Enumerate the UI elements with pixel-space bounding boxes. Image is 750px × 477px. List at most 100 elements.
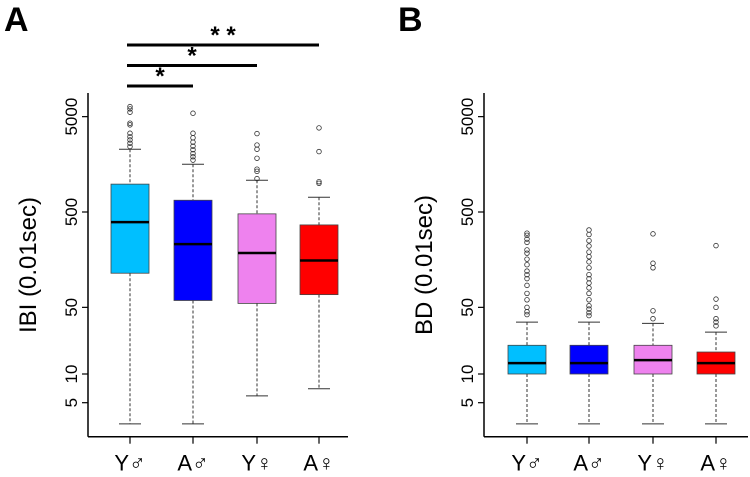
outlier-point xyxy=(650,308,656,314)
outlier-point xyxy=(254,155,260,161)
outlier-point xyxy=(190,143,196,149)
outlier-point xyxy=(127,134,133,140)
outlier-point xyxy=(316,178,322,185)
outlier-point xyxy=(713,296,719,302)
y-tick-label: 10 xyxy=(62,365,81,384)
outlier-point xyxy=(524,304,530,311)
outlier-point xyxy=(524,232,530,238)
outlier-point xyxy=(524,309,530,315)
outlier-point xyxy=(586,227,592,233)
box xyxy=(237,213,277,304)
outlier-point xyxy=(127,109,133,115)
outlier-point xyxy=(650,316,656,322)
outlier-point xyxy=(127,140,133,146)
outlier-point xyxy=(254,166,260,172)
x-tick-label: Y♀ xyxy=(241,451,272,476)
panel-a: A IBI (0.01sec) 5 10 50 500 5000 Y♂ A♂ Y♀ A♀ * * *… xyxy=(4,1,348,476)
outlier-point xyxy=(127,120,133,126)
outlier-point xyxy=(713,316,719,322)
outlier-point xyxy=(524,271,530,278)
outlier-point xyxy=(650,231,656,237)
outlier-point xyxy=(127,137,133,143)
outlier-point xyxy=(190,110,196,116)
outlier-point xyxy=(586,312,592,319)
outlier-point xyxy=(254,175,260,182)
outlier-point xyxy=(586,303,592,309)
x-tick-label: Y♂ xyxy=(114,451,145,476)
outlier-point xyxy=(524,275,530,282)
x-tick-label: A♀ xyxy=(303,451,334,476)
box xyxy=(507,344,547,375)
outlier-point xyxy=(190,150,196,157)
outlier-point xyxy=(586,249,592,255)
y-tick-label: 50 xyxy=(62,298,81,317)
outlier-point xyxy=(190,139,196,145)
y-tick-label: 10 xyxy=(458,365,477,384)
outlier-point xyxy=(127,103,133,110)
outlier-point xyxy=(127,106,133,112)
outlier-point xyxy=(254,168,260,175)
outlier-point xyxy=(650,260,656,266)
outlier-point xyxy=(190,130,196,136)
panel-label-b: B xyxy=(398,1,423,39)
y-tick-label: 5000 xyxy=(458,98,477,136)
outlier-point xyxy=(127,130,133,136)
outlier-point xyxy=(254,146,260,152)
outlier-point xyxy=(586,285,592,291)
outlier-point xyxy=(524,256,530,262)
box xyxy=(173,199,213,301)
outlier-point xyxy=(524,239,530,246)
significance-label: * xyxy=(187,43,197,70)
panel-label-a: A xyxy=(4,1,29,39)
outlier-point xyxy=(524,290,530,297)
outlier-point xyxy=(254,130,260,137)
outlier-point xyxy=(524,250,530,256)
outlier-point xyxy=(586,238,592,244)
x-tick-label: A♂ xyxy=(573,451,604,476)
x-tick-label: Y♂ xyxy=(511,451,542,476)
y-tick-label: 500 xyxy=(62,198,81,226)
outlier-point xyxy=(586,231,592,238)
outlier-point xyxy=(586,290,592,297)
y-tick-label: 500 xyxy=(458,198,477,226)
outlier-point xyxy=(316,180,322,186)
outlier-point xyxy=(524,268,530,274)
outlier-point xyxy=(586,253,592,260)
y-tick-label: 5000 xyxy=(62,98,81,136)
outlier-point xyxy=(586,309,592,316)
significance-label: * xyxy=(155,63,165,90)
outlier-point xyxy=(316,125,322,131)
outlier-point xyxy=(524,230,530,236)
x-tick-label: Y♀ xyxy=(637,451,668,476)
box xyxy=(569,344,609,375)
outlier-point xyxy=(586,306,592,312)
box xyxy=(110,183,150,274)
outlier-point xyxy=(190,154,196,160)
outlier-point xyxy=(713,304,719,311)
outlier-point xyxy=(524,262,530,268)
y-axis-label-b: BD (0.01sec) xyxy=(411,195,438,335)
y-tick-label: 50 xyxy=(458,298,477,317)
outlier-point xyxy=(190,157,196,163)
significance-label: * * xyxy=(210,22,236,49)
outlier-point xyxy=(127,143,133,150)
y-tick-label: 5 xyxy=(62,398,81,407)
outlier-point xyxy=(586,265,592,271)
outlier-point xyxy=(586,243,592,249)
outlier-point xyxy=(650,265,656,271)
outlier-point xyxy=(524,297,530,303)
x-tick-label: A♀ xyxy=(700,451,731,476)
outlier-point xyxy=(713,319,719,325)
outlier-point xyxy=(316,148,322,155)
outlier-point xyxy=(190,135,196,141)
x-tick-label: A♂ xyxy=(177,451,208,476)
outlier-point xyxy=(190,147,196,153)
outlier-point xyxy=(127,122,133,128)
y-axis-label-a: IBI (0.01sec) xyxy=(15,197,42,333)
outlier-point xyxy=(524,247,530,253)
outlier-point xyxy=(524,236,530,242)
outlier-point xyxy=(713,323,719,329)
panel-b: B BD (0.01sec) 5 10 50 500 5000 Y♂ A♂ Y♀ A♀ xyxy=(398,1,748,476)
y-tick-label: 5 xyxy=(458,398,477,407)
